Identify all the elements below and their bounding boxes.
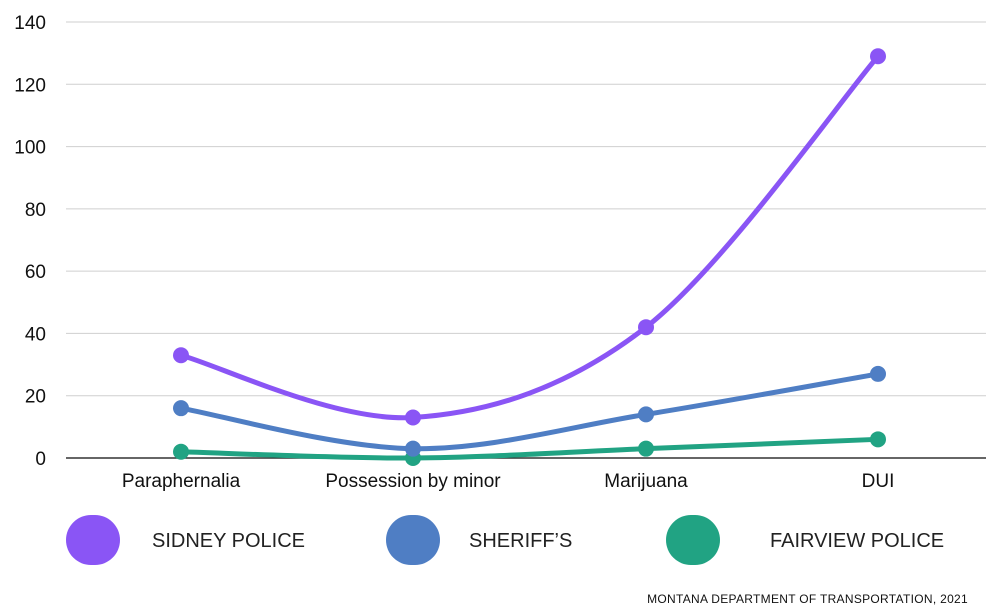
data-point	[405, 440, 421, 457]
y-tick-label: 20	[25, 387, 46, 408]
y-tick-label: 0	[35, 449, 46, 470]
legend-marker	[666, 515, 720, 565]
x-category-label: Marijuana	[604, 471, 688, 492]
data-point	[638, 406, 654, 423]
data-point	[870, 365, 886, 382]
series-sidney-police	[173, 48, 886, 426]
data-point	[638, 440, 654, 457]
series-line	[178, 371, 881, 452]
legend-item: SIDNEY POLICE	[66, 515, 305, 565]
legend: SIDNEY POLICE SHERIFF’S FAIRVIEW POLICE	[66, 515, 944, 565]
y-axis-ticks: 0 20 40 60 80 100 120 140	[14, 13, 46, 470]
data-point	[870, 431, 886, 448]
legend-label: SHERIFF’S	[469, 530, 572, 552]
source-note: MONTANA DEPARTMENT OF TRANSPORTATION, 20…	[647, 592, 968, 606]
data-point	[638, 319, 654, 336]
data-point	[173, 400, 189, 417]
series-line	[178, 436, 881, 461]
y-tick-label: 140	[14, 13, 46, 34]
y-tick-label: 40	[25, 324, 46, 345]
legend-label: FAIRVIEW POLICE	[770, 530, 944, 552]
gridlines	[66, 21, 986, 459]
x-category-label: Possession by minor	[325, 471, 501, 492]
series-sheriff-s	[173, 365, 886, 457]
legend-marker	[66, 515, 120, 565]
y-tick-label: 100	[14, 138, 46, 159]
x-category-label: DUI	[862, 471, 895, 492]
series-lines	[173, 48, 886, 466]
x-category-label: Paraphernalia	[122, 471, 241, 492]
data-point	[405, 409, 421, 426]
y-tick-label: 60	[25, 262, 46, 283]
y-tick-label: 120	[14, 75, 46, 96]
series-line	[178, 53, 881, 421]
data-point	[173, 443, 189, 460]
legend-label: SIDNEY POLICE	[152, 530, 305, 552]
legend-item: FAIRVIEW POLICE	[666, 515, 944, 565]
legend-marker	[386, 515, 440, 565]
data-point	[870, 48, 886, 65]
x-axis-category-labels: Paraphernalia Possession by minor Marijuan…	[122, 471, 895, 492]
legend-item: SHERIFF’S	[386, 515, 572, 565]
data-point	[173, 347, 189, 364]
y-tick-label: 80	[25, 200, 46, 221]
